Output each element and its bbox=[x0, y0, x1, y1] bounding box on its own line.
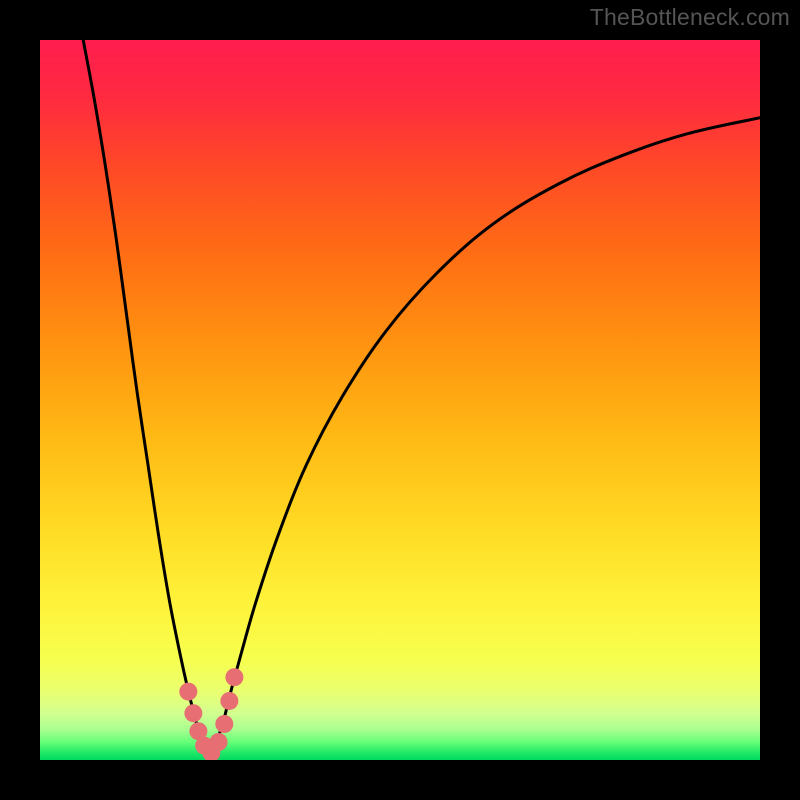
highlight-dot bbox=[225, 668, 243, 686]
plot-gradient-background bbox=[40, 40, 760, 760]
watermark-text: TheBottleneck.com bbox=[590, 4, 790, 31]
highlight-dot bbox=[179, 683, 197, 701]
highlight-dot bbox=[215, 715, 233, 733]
chart-svg bbox=[0, 0, 800, 800]
chart-stage: TheBottleneck.com bbox=[0, 0, 800, 800]
highlight-dot bbox=[220, 692, 238, 710]
highlight-dot bbox=[184, 704, 202, 722]
highlight-dot bbox=[210, 733, 228, 751]
